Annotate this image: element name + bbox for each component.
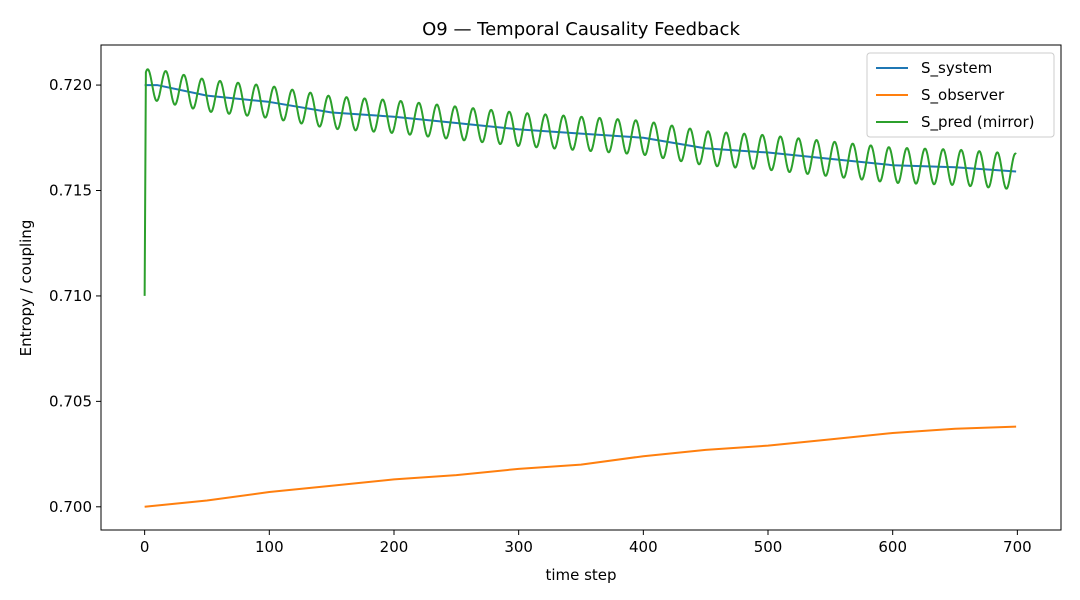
series-line-s-observer	[144, 425, 1017, 508]
plot-lines	[143, 68, 1017, 508]
y-tick-label: 0.720	[49, 76, 92, 94]
x-axis-ticks: 0 100 200 300 400 500 600 700	[140, 530, 1032, 556]
chart-title: O9 — Temporal Causality Feedback	[422, 19, 740, 40]
plot-frame	[100, 44, 1062, 531]
y-tick-label: 0.705	[49, 392, 92, 410]
x-tick-label: 100	[255, 538, 284, 556]
y-axis-label: Entropy / coupling	[17, 220, 35, 357]
y-axis-ticks: 0.700 0.705 0.710 0.715 0.720	[49, 76, 101, 516]
x-tick-label: 300	[504, 538, 533, 556]
legend-entry-s-pred-mirror-label: S_pred (mirror)	[921, 113, 1034, 132]
y-tick-label: 0.710	[49, 287, 92, 305]
legend-box	[866, 52, 1055, 138]
x-tick-label: 600	[878, 538, 907, 556]
series-line-s-pred-mirror	[143, 68, 1017, 296]
y-tick-label: 0.715	[49, 182, 92, 200]
legend-entry-s-observer-label: S_observer	[921, 86, 1005, 105]
x-tick-label: 0	[140, 538, 150, 556]
y-tick-label: 0.700	[49, 498, 92, 516]
legend: S_system S_observer S_pred (mirror)	[866, 52, 1055, 138]
x-tick-label: 700	[1003, 538, 1032, 556]
x-tick-label: 200	[380, 538, 409, 556]
x-axis-label: time step	[545, 566, 616, 584]
legend-entry-s-system-label: S_system	[921, 59, 992, 78]
x-tick-label: 500	[754, 538, 783, 556]
x-tick-label: 400	[629, 538, 658, 556]
